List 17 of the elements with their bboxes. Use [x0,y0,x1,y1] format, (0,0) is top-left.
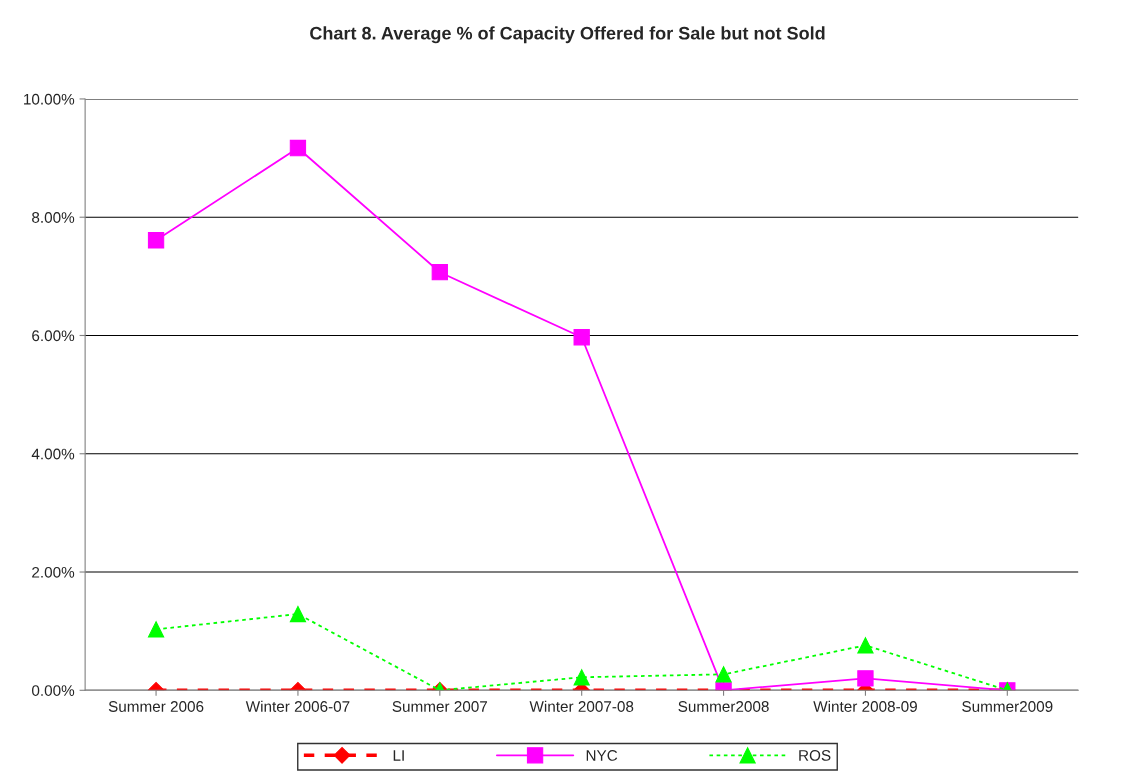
legend-label: LI [393,750,404,761]
y-tick-label: 8.00% [32,212,75,223]
x-tick-label: Summer2008 [678,701,769,712]
y-tick-label: 10.00% [24,93,75,105]
legend-label: NYC [586,749,618,761]
x-tick-label: Winter 2006-07 [245,700,350,712]
x-tick-label: Summer 2007 [392,701,488,712]
x-tick-label: Winter 2007-08 [529,700,634,712]
y-tick-label: 6.00% [32,330,75,342]
legend-label: ROS [799,749,831,761]
x-tick-label: Summer2009 [962,701,1053,712]
x-tick-label: Winter 2008-09 [813,700,917,712]
y-tick-label: 2.00% [32,566,75,578]
chart-title: Chart 8. Average % of Capacity Offered for Sale but not Sold [310,26,825,44]
y-tick-label: 4.00% [31,448,75,460]
x-tick-label: Summer 2006 [108,701,204,712]
y-tick-label: 0.00% [31,685,75,696]
